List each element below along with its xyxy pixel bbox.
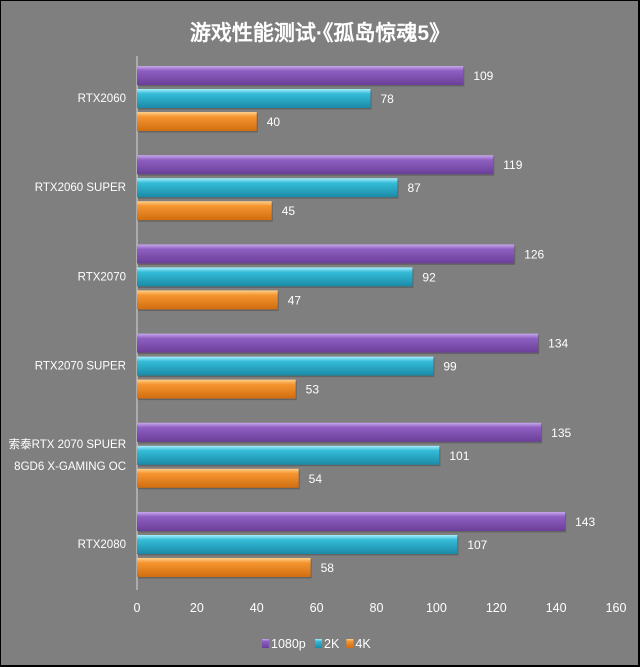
x-tick-label: 120: [486, 601, 507, 615]
bar-2k: [137, 445, 440, 465]
x-tick-label: 100: [426, 601, 447, 615]
data-label: 109: [473, 69, 493, 83]
bar-2k: [137, 267, 413, 287]
x-tick-label: 160: [606, 601, 627, 615]
data-label: 135: [551, 426, 571, 440]
bar-2k: [137, 89, 371, 108]
bar-1080p: [137, 422, 542, 442]
bar-4k: [137, 112, 257, 131]
bar-1080p: [137, 333, 539, 353]
legend-label: 1080p: [271, 637, 306, 651]
x-tick-label: 140: [546, 601, 567, 615]
data-label: 134: [548, 337, 568, 351]
legend-swatch: [262, 639, 269, 648]
legend: 1080p 2K 4K: [262, 637, 371, 651]
bar-4k: [137, 558, 311, 577]
data-label: 45: [282, 204, 296, 218]
legend-swatch: [346, 639, 354, 648]
data-label: 119: [503, 158, 522, 172]
bar-1080p: [137, 155, 494, 175]
x-tick-label: 80: [370, 601, 384, 615]
bar-1080p: [137, 66, 464, 85]
x-tick-label: 20: [190, 601, 204, 615]
data-label: 40: [267, 115, 281, 129]
bar-2k: [137, 535, 458, 554]
legend-label: 2K: [324, 637, 340, 651]
category-label: RTX2060: [78, 93, 126, 105]
data-label: 87: [407, 181, 421, 195]
bar-2k: [137, 178, 398, 198]
category-label: 8GD6 X-GAMING OC: [14, 461, 126, 473]
bar-1080p: [137, 244, 515, 264]
data-label: 92: [422, 270, 436, 284]
data-label: 101: [449, 449, 469, 463]
legend-swatch: [315, 639, 322, 648]
data-label: 54: [309, 472, 323, 486]
data-label: 58: [321, 561, 335, 575]
category-label: RTX2070 SUPER: [35, 361, 126, 373]
category-label: RTX2080: [78, 539, 126, 551]
chart-title: 游戏性能测试·《孤岛惊魂5》: [190, 21, 450, 45]
bar-4k: [137, 468, 299, 488]
bar-4k: [137, 201, 272, 221]
category-label: RTX2060 SUPER: [35, 182, 126, 194]
x-tick-label: 0: [134, 601, 141, 615]
data-label: 47: [288, 293, 302, 307]
x-tick-label: 60: [310, 601, 324, 615]
bar-4k: [137, 290, 278, 310]
data-label: 99: [443, 360, 457, 374]
legend-label: 4K: [355, 637, 371, 651]
data-label: 53: [306, 383, 320, 397]
data-label: 107: [467, 538, 487, 552]
data-label: 78: [381, 92, 395, 106]
category-label: RTX2070: [78, 271, 126, 283]
bar-2k: [137, 356, 434, 376]
data-label: 143: [575, 515, 595, 529]
category-label: 索泰RTX 2070 SPUER: [9, 437, 126, 451]
bar-4k: [137, 379, 296, 399]
bar-1080p: [137, 512, 566, 531]
x-tick-label: 40: [250, 601, 264, 615]
data-label: 126: [524, 247, 544, 261]
